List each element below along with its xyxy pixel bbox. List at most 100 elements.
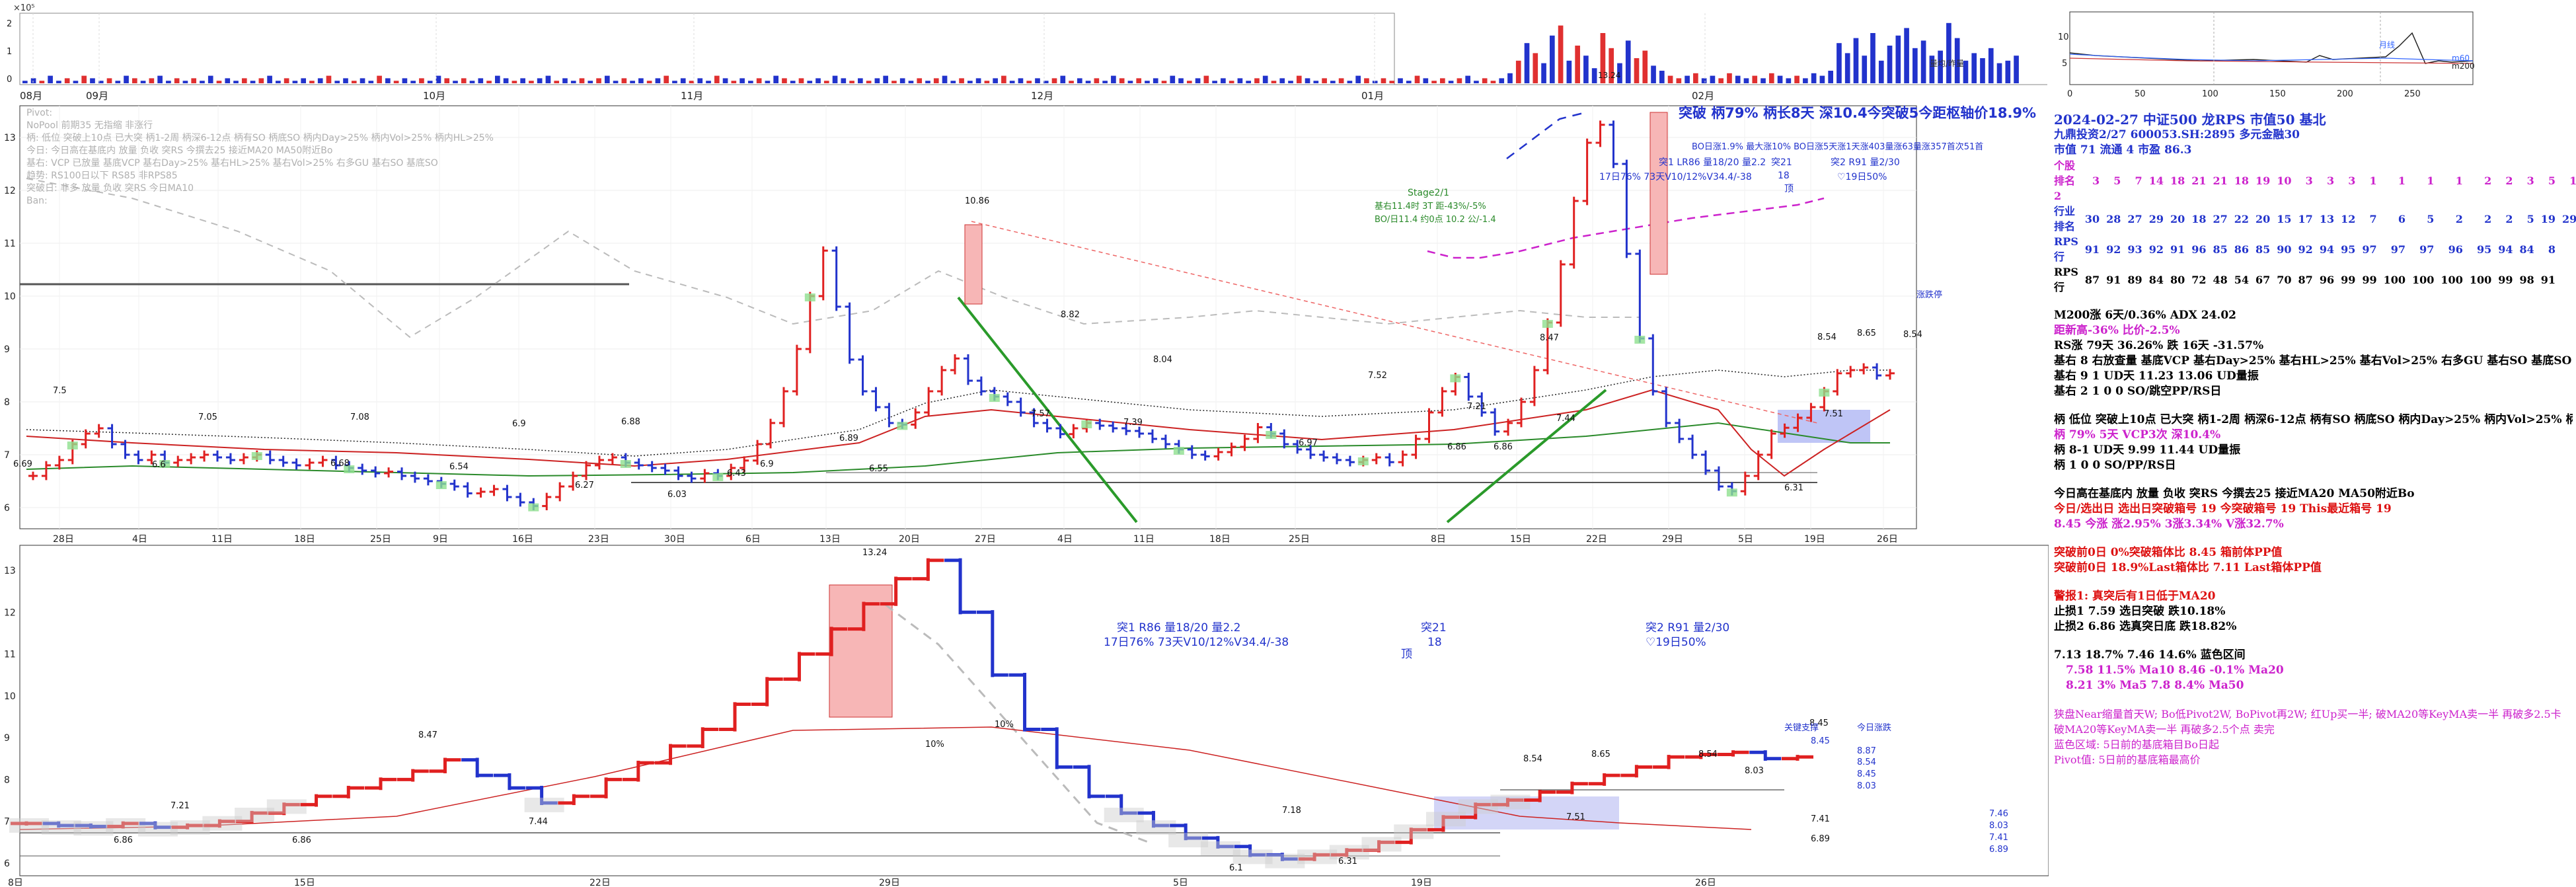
- rank-cell: 91: [2540, 273, 2556, 286]
- rank-cell: 3: [2526, 174, 2534, 187]
- volume-bar: [1490, 81, 1496, 83]
- volume-bar: [807, 81, 813, 83]
- info-rule4: Pivot值: 5日前的基底箱最高价: [2054, 753, 2201, 766]
- volume-bar: [258, 78, 264, 83]
- main-xtick: 25日: [1289, 534, 1310, 545]
- lower-price-label: 8.54: [1698, 750, 1718, 759]
- main-xtick: 22日: [1586, 534, 1607, 545]
- ma-long-dashed: [26, 178, 1639, 338]
- left-note: 突破日: 非多 放量 负收 突RS 今日MA10: [26, 183, 194, 194]
- rank-cell: 96: [2319, 273, 2335, 286]
- main-price-label: 6.97: [1299, 438, 1318, 448]
- volume-bar: [1355, 75, 1361, 83]
- main-price-label: 6.6: [152, 460, 166, 470]
- month-label: 10月: [423, 90, 445, 102]
- rank-cell: 95: [2476, 243, 2492, 256]
- rank-cell: 85: [2255, 243, 2271, 256]
- volume-bar: [1938, 50, 1943, 83]
- volume-bar: [461, 78, 467, 83]
- volume-bar: [1752, 75, 1758, 83]
- main-price-label: 8.82: [1061, 310, 1080, 320]
- rank-cell: 100: [2412, 273, 2435, 286]
- volume-bar: [1448, 81, 1454, 83]
- main-candles: [28, 120, 1895, 512]
- lower-box: [1361, 837, 1402, 852]
- volume-bar: [73, 81, 79, 83]
- green-marker: [712, 473, 724, 481]
- month-axis: 08月 09月 10月 11月 12月 01月 02月: [20, 13, 1714, 102]
- rank-cell: 2: [2484, 212, 2492, 225]
- rank-row: RPS行 87 91 89 84 80 72 48 54 67 70 87 96 99 99 100 100 10…: [2054, 264, 2576, 295]
- volume-bar: [1507, 73, 1513, 83]
- ma20-line: [26, 389, 1891, 477]
- lower-box: [9, 818, 49, 833]
- main-price-label: 6.86: [1494, 442, 1513, 452]
- volume-legend: 量均/昨量: [1930, 59, 1964, 68]
- volume-bar: [1372, 81, 1378, 83]
- month-label: 12月: [1031, 90, 1053, 102]
- overview-xtick: 50: [2135, 89, 2146, 99]
- rank-cell: 21: [2191, 174, 2207, 187]
- volume-bar: [815, 78, 821, 83]
- main-xtick: 19日: [1804, 534, 1825, 545]
- rank-cell: 5: [2427, 212, 2435, 225]
- rank-cell: 29: [2562, 212, 2576, 225]
- volume-bar: [1035, 78, 1040, 83]
- rank-row-label: RPS行: [2054, 266, 2078, 293]
- volume-bar: [267, 75, 272, 83]
- rank-cell: 7: [2135, 174, 2142, 187]
- volume-bar: [874, 78, 880, 83]
- overview-xtick: 0: [2067, 89, 2072, 99]
- volume-bar: [1212, 81, 1217, 83]
- green-marker: [1726, 488, 1737, 497]
- main-right-tag: 涨跌停: [1916, 289, 1942, 300]
- rank-row-label: RPS行: [2054, 235, 2078, 263]
- rank-cell: 28: [2106, 212, 2121, 225]
- volume-bar: [1777, 75, 1783, 83]
- overview-ytick: 5: [2062, 59, 2067, 69]
- volume-bar: [765, 81, 771, 83]
- green-marker: [1357, 457, 1369, 465]
- rank-cell: 21: [2213, 174, 2228, 187]
- lower-box: [266, 799, 307, 814]
- volume-bar: [1954, 38, 1960, 83]
- volume-bar: [1069, 81, 1074, 83]
- volume-bar: [1431, 81, 1437, 83]
- info-ma5-50: 8.21 3% Ma5 7.8 8.4% Ma50: [2066, 679, 2244, 692]
- lower-right-label: 今日涨跌: [1857, 722, 1891, 733]
- volume-bar-tag: 13.24: [1598, 71, 1620, 80]
- volume-bar: [1558, 25, 1564, 83]
- volume-bar: [453, 81, 458, 83]
- lower-y-ticks: 13 12 11 10 9 8 7 6: [4, 566, 16, 869]
- volume-bar: [722, 78, 728, 83]
- main-ytick: 11: [4, 239, 16, 249]
- month-label: 09月: [86, 90, 108, 102]
- volume-bar: [866, 81, 872, 83]
- volume-bar: [579, 78, 585, 83]
- info-m200: M200涨 6天/0.36% ADX 24.02: [2054, 309, 2237, 322]
- main-stage-line: 基右11.4时 3T 距-43%/-5%: [1375, 202, 1486, 212]
- volume-bar: [1803, 78, 1808, 83]
- volume-y-ticks: 2 1 0: [7, 19, 12, 85]
- volume-bar: [385, 78, 391, 83]
- volume-bar: [1077, 78, 1082, 83]
- info-today: 今日高在基底内 放量 负收 突RS 今撰去25 接近MA20 MA50附近Bo: [2054, 487, 2415, 500]
- lower-price-label: 13.24: [862, 548, 887, 558]
- volume-bar: [1617, 63, 1622, 83]
- info-rs: RS涨 79天 36.26% 跌 16天 -31.57%: [2054, 339, 2264, 352]
- info-handle-so: 柄 1 0 0 SO/PP/RS日: [2054, 459, 2176, 472]
- month-label: 08月: [20, 90, 42, 102]
- volume-bar: [1018, 78, 1024, 83]
- rank-cell: 20: [2255, 212, 2271, 225]
- volume-bar: [1026, 81, 1032, 83]
- info-handle-ud: 柄 8-1 UD天 9.99 11.44 UD量振: [2054, 444, 2241, 457]
- volume-bar: [1819, 75, 1825, 83]
- green-marker: [1081, 420, 1092, 428]
- rank-cell: 72: [2191, 273, 2207, 286]
- main-mid-note: 突21: [1771, 157, 1792, 168]
- lower-ytick: 9: [4, 733, 10, 744]
- rank-cell: 87: [2298, 273, 2313, 286]
- lower-box: [1329, 845, 1369, 860]
- rank-cell: 99: [2362, 273, 2377, 286]
- volume-bar: [2005, 60, 2011, 83]
